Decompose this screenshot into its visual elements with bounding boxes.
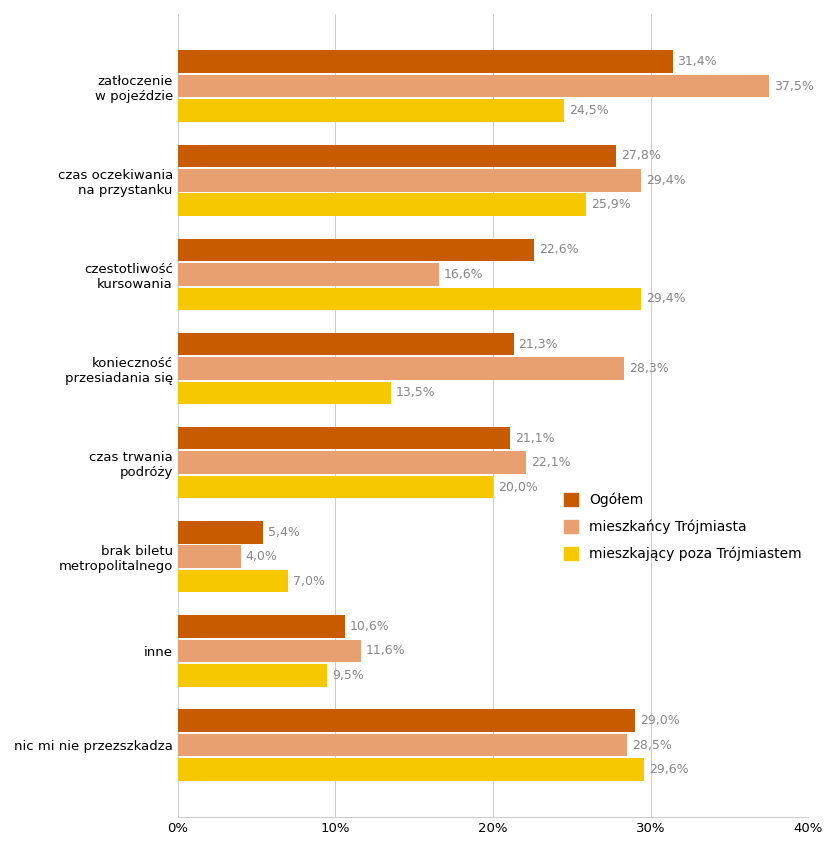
Text: 31,4%: 31,4%: [676, 55, 716, 68]
Text: 22,6%: 22,6%: [538, 244, 578, 256]
Bar: [177, 75, 768, 98]
Legend: Ogółem, mieszkańcy Trójmiasta, mieszkający poza Trójmiastem: Ogółem, mieszkańcy Trójmiasta, mieszkają…: [563, 492, 801, 561]
Text: 24,5%: 24,5%: [568, 104, 608, 117]
Bar: [177, 570, 288, 593]
Bar: [177, 427, 510, 449]
Bar: [177, 194, 585, 216]
Text: 9,5%: 9,5%: [332, 669, 364, 682]
Text: 29,6%: 29,6%: [649, 763, 688, 776]
Text: 28,5%: 28,5%: [631, 739, 670, 751]
Text: 29,4%: 29,4%: [645, 174, 685, 187]
Text: 5,4%: 5,4%: [268, 526, 299, 539]
Text: 27,8%: 27,8%: [620, 149, 660, 162]
Bar: [177, 664, 327, 687]
Bar: [177, 734, 626, 756]
Text: 21,3%: 21,3%: [517, 338, 558, 351]
Text: 37,5%: 37,5%: [772, 80, 813, 93]
Text: 16,6%: 16,6%: [444, 268, 483, 281]
Text: 22,1%: 22,1%: [530, 456, 570, 469]
Text: 25,9%: 25,9%: [590, 198, 630, 211]
Text: 10,6%: 10,6%: [349, 620, 389, 633]
Text: 20,0%: 20,0%: [497, 481, 537, 493]
Bar: [177, 169, 640, 192]
Bar: [177, 144, 615, 167]
Bar: [177, 382, 390, 404]
Bar: [177, 452, 526, 474]
Bar: [177, 357, 623, 380]
Bar: [177, 99, 563, 122]
Text: 21,1%: 21,1%: [514, 431, 554, 445]
Bar: [177, 288, 640, 310]
Bar: [177, 546, 241, 568]
Text: 4,0%: 4,0%: [245, 550, 277, 563]
Text: 28,3%: 28,3%: [628, 362, 668, 375]
Bar: [177, 333, 513, 355]
Text: 13,5%: 13,5%: [395, 386, 435, 400]
Bar: [177, 639, 360, 662]
Bar: [177, 239, 533, 261]
Text: 29,4%: 29,4%: [645, 292, 685, 306]
Bar: [177, 475, 492, 498]
Bar: [177, 50, 672, 73]
Bar: [177, 616, 344, 638]
Bar: [177, 709, 635, 732]
Text: 11,6%: 11,6%: [364, 644, 405, 657]
Bar: [177, 521, 263, 543]
Bar: [177, 758, 644, 781]
Text: 29,0%: 29,0%: [639, 714, 679, 727]
Bar: [177, 263, 439, 285]
Text: 7,0%: 7,0%: [293, 575, 324, 588]
